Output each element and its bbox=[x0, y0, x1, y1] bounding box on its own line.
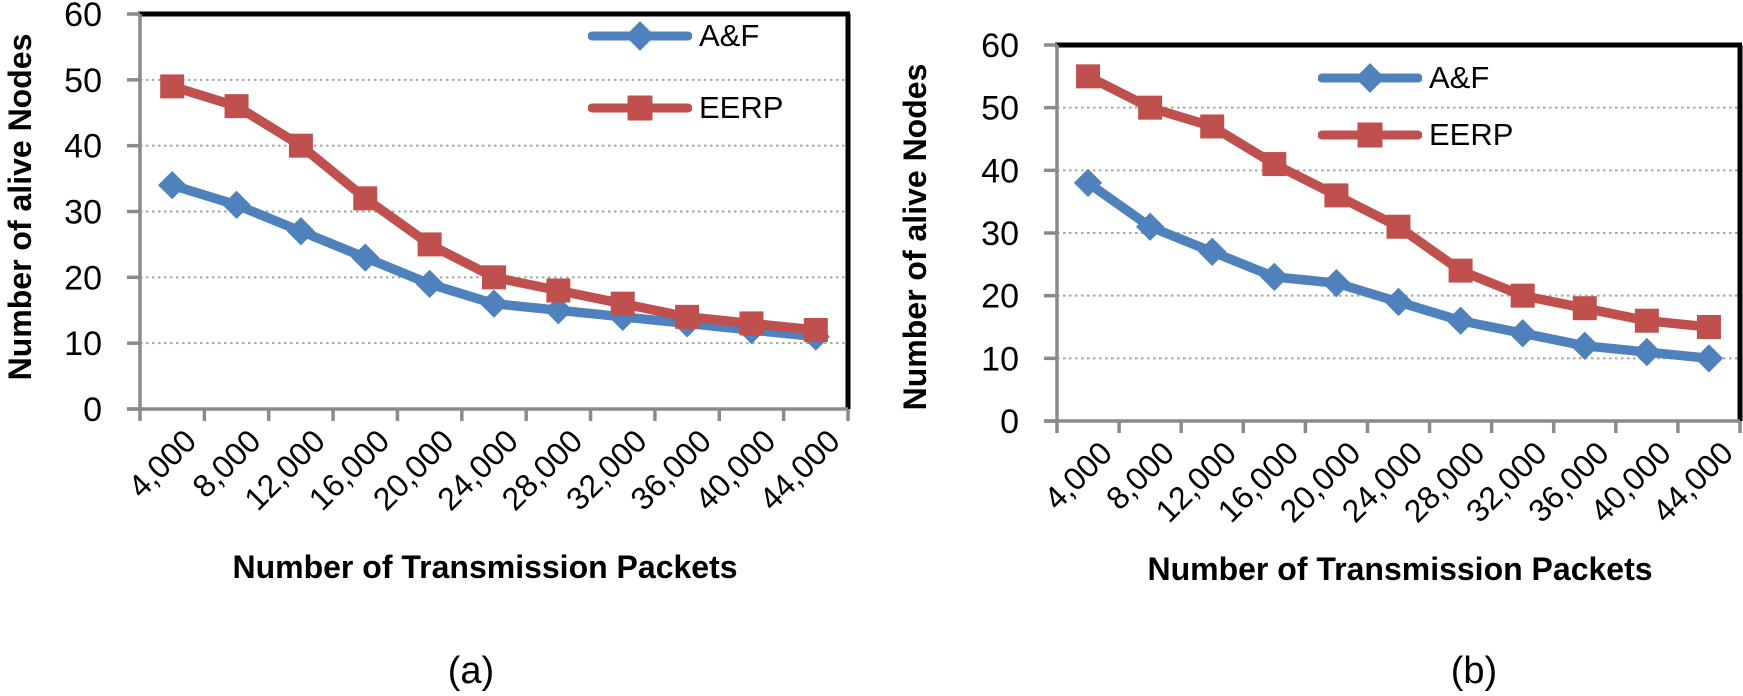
series-line-af bbox=[1083, 178, 1714, 364]
y-tick-label: 40 bbox=[64, 128, 102, 166]
series-marker-af bbox=[544, 296, 573, 325]
legend-entry-eerp-a: EERP bbox=[588, 90, 783, 126]
series-marker-eerp bbox=[1510, 283, 1535, 308]
eerp-line-square-icon bbox=[588, 95, 692, 121]
y-tick-label: 60 bbox=[981, 27, 1019, 65]
y-tick-label: 0 bbox=[1000, 403, 1019, 441]
series-marker-eerp bbox=[417, 232, 442, 257]
series-marker-eerp bbox=[160, 74, 185, 99]
legend-label-af-a: A&F bbox=[699, 18, 760, 53]
series-marker-af bbox=[1384, 287, 1413, 317]
series-marker-eerp bbox=[1696, 315, 1721, 339]
series-marker-eerp bbox=[739, 311, 764, 336]
y-tick-label: 60 bbox=[64, 0, 102, 34]
y-tick-label: 50 bbox=[981, 90, 1019, 128]
af-line-diamond-icon bbox=[588, 21, 692, 51]
x-axis-title-b: Number of Transmission Packets bbox=[1147, 551, 1653, 587]
series-marker-af bbox=[479, 289, 509, 318]
series-marker-eerp bbox=[482, 265, 506, 290]
series-marker-eerp bbox=[353, 186, 378, 211]
series-marker-eerp bbox=[610, 291, 635, 316]
series-marker-af bbox=[1073, 168, 1103, 198]
series-marker-eerp bbox=[1572, 296, 1597, 321]
series-marker-af bbox=[1694, 344, 1724, 373]
panel-caption-a: (a) bbox=[447, 650, 495, 692]
panel-caption-b: (b) bbox=[1450, 650, 1498, 692]
y-axis-title-b: Number of alive Nodes bbox=[897, 63, 933, 411]
series-marker-af bbox=[1198, 237, 1227, 266]
y-axis-title-a: Number of alive Nodes bbox=[2, 33, 38, 381]
series-marker-eerp bbox=[675, 304, 700, 329]
y-tick-label: 20 bbox=[64, 259, 102, 297]
series-marker-af bbox=[1135, 212, 1165, 241]
series-marker-eerp bbox=[1634, 308, 1659, 333]
x-tick-label: 4,000 bbox=[1037, 434, 1119, 516]
x-tick-label: 4,000 bbox=[121, 422, 203, 504]
series-marker-eerp bbox=[1324, 183, 1349, 208]
series-marker-eerp bbox=[546, 278, 571, 303]
legend-entry-eerp-b: EERP bbox=[1318, 117, 1513, 153]
y-tick-label: 20 bbox=[981, 278, 1019, 316]
legend-label-eerp-a: EERP bbox=[699, 90, 784, 125]
series-marker-eerp bbox=[288, 133, 313, 158]
series-marker-af bbox=[1508, 319, 1537, 348]
y-tick-label: 0 bbox=[83, 391, 102, 429]
y-tick-label: 30 bbox=[64, 194, 102, 232]
series-marker-af bbox=[351, 243, 380, 272]
y-tick-label: 50 bbox=[64, 62, 102, 100]
series-marker-eerp bbox=[1262, 152, 1287, 177]
series-marker-af bbox=[158, 171, 187, 200]
series-marker-eerp bbox=[1448, 258, 1473, 283]
legend-label-af-b: A&F bbox=[1429, 60, 1490, 95]
series-marker-eerp bbox=[803, 318, 828, 342]
series-marker-af bbox=[1260, 262, 1289, 292]
series-marker-eerp bbox=[1138, 95, 1163, 120]
af-line-diamond-icon bbox=[1318, 63, 1422, 93]
series-marker-af bbox=[1446, 306, 1475, 335]
series-marker-af bbox=[1632, 337, 1662, 367]
legend-entry-af-b: A&F bbox=[1318, 60, 1489, 96]
series-marker-af bbox=[1322, 268, 1351, 298]
y-tick-label: 40 bbox=[981, 152, 1019, 190]
legend-entry-af-a: A&F bbox=[588, 18, 759, 54]
series-marker-eerp bbox=[224, 94, 249, 119]
x-axis-title-a: Number of Transmission Packets bbox=[232, 549, 738, 585]
y-tick-label: 10 bbox=[64, 325, 102, 363]
series-marker-af bbox=[415, 269, 444, 299]
series-marker-eerp bbox=[1076, 64, 1101, 89]
series-marker-af bbox=[286, 217, 316, 246]
series-marker-af bbox=[222, 190, 251, 220]
series-marker-af bbox=[1570, 331, 1599, 360]
y-tick-label: 30 bbox=[981, 215, 1019, 253]
series-marker-eerp bbox=[1386, 214, 1411, 239]
series-marker-eerp bbox=[1200, 114, 1225, 139]
y-tick-label: 10 bbox=[981, 340, 1019, 378]
eerp-line-square-icon bbox=[1318, 122, 1422, 148]
legend-label-eerp-b: EERP bbox=[1429, 117, 1514, 152]
